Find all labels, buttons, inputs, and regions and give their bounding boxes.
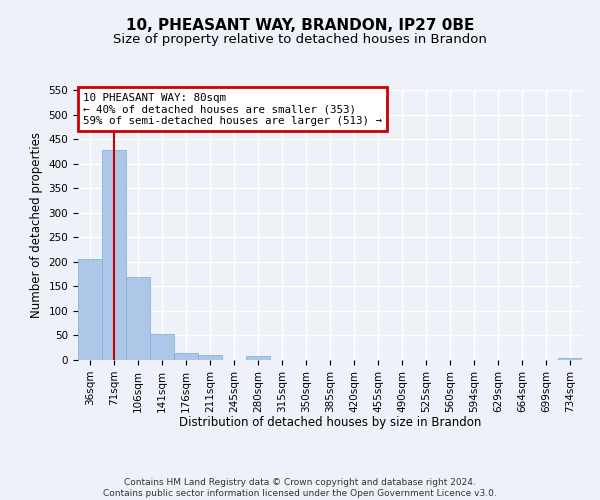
X-axis label: Distribution of detached houses by size in Brandon: Distribution of detached houses by size … [179,416,481,429]
Bar [558,358,582,360]
Bar [174,353,198,360]
Bar [102,150,126,360]
Text: 10 PHEASANT WAY: 80sqm
← 40% of detached houses are smaller (353)
59% of semi-de: 10 PHEASANT WAY: 80sqm ← 40% of detached… [83,92,382,126]
Bar [198,355,222,360]
Text: 10, PHEASANT WAY, BRANDON, IP27 0BE: 10, PHEASANT WAY, BRANDON, IP27 0BE [126,18,474,32]
Y-axis label: Number of detached properties: Number of detached properties [30,132,43,318]
Bar [126,276,150,360]
Bar [78,260,102,360]
Bar [150,334,174,360]
Text: Size of property relative to detached houses in Brandon: Size of property relative to detached ho… [113,32,487,46]
Bar [246,356,270,360]
Text: Contains HM Land Registry data © Crown copyright and database right 2024.
Contai: Contains HM Land Registry data © Crown c… [103,478,497,498]
